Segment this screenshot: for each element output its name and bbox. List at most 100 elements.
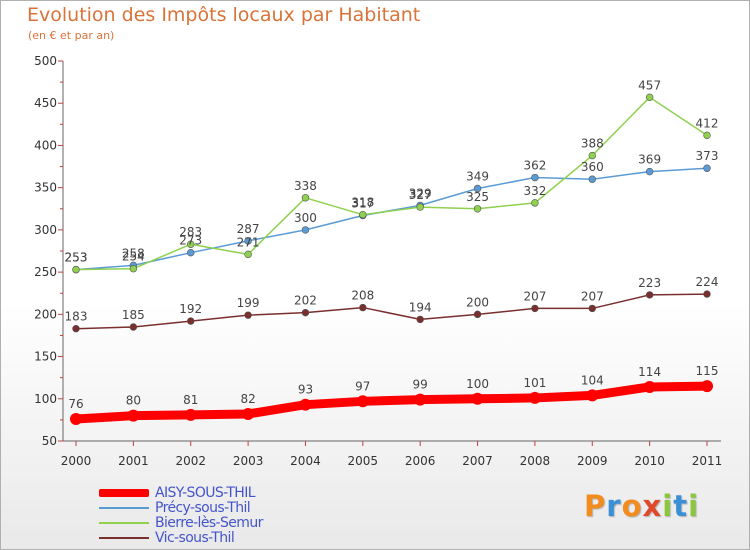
data-point-1 [588,175,596,183]
logo-letter: x [642,489,663,523]
data-point-0 [356,395,369,408]
data-point-2 [645,93,654,102]
logo-letter: P [584,489,607,523]
x-tick-label: 2011 [692,454,723,468]
data-labels: 183 185 192 199 202 208 194 200 207 207 223 224 253 2… [65,78,719,411]
data-label-3: 223 [638,276,661,290]
data-label-2: 388 [581,137,604,151]
data-label-3: 185 [122,308,145,322]
data-label-1: 369 [638,153,661,167]
data-point-3 [703,290,711,298]
data-point-2 [416,203,424,211]
data-label-0: 99 [413,378,428,392]
data-label-3: 199 [237,296,260,310]
data-label-2: 271 [237,235,260,249]
data-point-3 [72,324,80,333]
y-tick-label: 300 [34,223,57,237]
data-label-2: 325 [466,190,489,204]
data-point-2 [359,210,367,219]
data-point-3 [129,323,138,331]
data-label-2: 327 [409,188,432,202]
data-label-3: 207 [523,289,546,303]
data-label-2: 318 [351,196,374,210]
x-tick-label: 2001 [118,454,149,468]
data-point-3 [301,308,310,317]
data-point-3 [244,311,252,319]
data-label-1: 300 [294,211,317,225]
data-label-2: 283 [179,225,202,239]
logo-letter: t [673,489,689,523]
data-point-1 [187,248,195,257]
data-label-1: 373 [696,149,719,163]
legend-label-bierre: Bierre-lès-Semur [155,515,263,531]
y-tick-label: 50 [42,434,57,448]
legend-label-vic: Vic-sous-Thil [155,530,235,546]
series-layer [70,93,713,426]
y-tick-label: 500 [34,54,57,68]
data-point-1 [473,184,482,193]
data-point-2 [703,131,711,140]
data-point-0 [701,380,713,393]
data-label-2: 457 [638,78,661,92]
x-tick-label: 2004 [290,454,321,468]
logo-letter: o [621,489,643,523]
y-tick-label: 100 [34,392,57,406]
data-point-3 [531,304,539,313]
data-point-0 [184,408,197,421]
legend-label-precy: Précy-sous-Thil [155,500,251,516]
data-label-1: 362 [523,159,546,173]
data-label-1: 360 [581,160,604,174]
data-point-1 [301,226,310,234]
data-point-2 [244,250,252,259]
data-label-0: 82 [240,392,255,406]
x-tick-label: 2007 [462,454,493,468]
data-label-3: 192 [179,302,202,316]
data-point-2 [473,205,482,213]
series-line-3 [75,293,708,330]
axes: 50 100 150 200 250 300 350 400 450 500 2000 2001 200… [34,54,722,468]
logo-letter: r [606,489,622,523]
x-tick-label: 2009 [577,454,608,468]
data-point-0 [471,392,484,405]
data-label-2: 253 [65,251,88,265]
data-label-0: 101 [523,376,546,390]
data-label-3: 200 [466,295,489,309]
data-point-3 [473,310,482,319]
series-line-1 [75,167,708,271]
chart-subtitle: (en € et par an) [28,29,115,42]
data-label-0: 104 [581,373,604,387]
series-line-2 [75,96,708,271]
data-point-1 [531,173,539,182]
legend-swatch-aisy [99,489,149,497]
data-point-3 [645,291,654,299]
data-point-2 [301,194,310,202]
data-label-0: 80 [126,394,141,408]
data-label-1: 329 [409,186,432,200]
data-point-2 [72,265,80,274]
data-point-3 [187,317,195,325]
data-label-3: 183 [65,310,88,324]
data-label-0: 97 [355,379,370,393]
legend-swatch-vic [99,537,149,539]
data-label-1: 317 [351,197,374,211]
data-label-0: 81 [183,393,198,407]
data-label-0: 93 [298,383,313,397]
y-tick-label: 450 [34,96,57,110]
data-point-3 [416,315,424,324]
data-label-0: 114 [638,365,661,379]
data-point-2 [129,265,138,273]
data-point-0 [528,391,541,404]
data-point-1 [645,167,654,176]
x-tick-label: 2006 [405,454,436,468]
x-tick-label: 2010 [634,454,665,468]
data-point-2 [588,151,596,160]
data-point-0 [70,413,82,426]
data-point-2 [531,199,539,207]
legend-label-aisy: AISY-SOUS-THIL [155,485,256,501]
proxiti-logo: Proxiti [584,489,699,523]
logo-letter: i [662,489,674,523]
data-point-0 [586,389,599,402]
data-label-2: 332 [523,184,546,198]
